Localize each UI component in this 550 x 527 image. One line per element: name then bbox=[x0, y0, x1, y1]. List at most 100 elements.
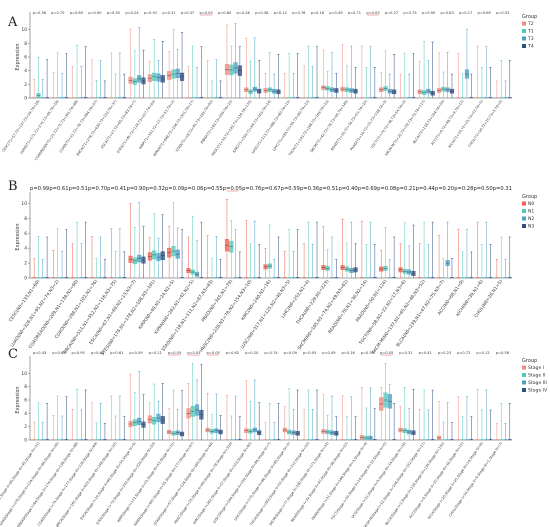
p-value-label: p=0.51 bbox=[162, 11, 175, 15]
p-value-label: p=0.69 bbox=[358, 186, 377, 192]
p-value-label: p=0.55 bbox=[204, 186, 223, 192]
p-value-label: p=0.75 bbox=[403, 11, 416, 15]
panel-a: A 0 2 4 6 8 10 Expression p=0.36 p=0.70 p=0.60 p=0.… bbox=[1, 11, 537, 161]
p-value-label: p=0.60 bbox=[91, 351, 105, 355]
legend-swatch bbox=[522, 36, 526, 41]
p-value-label: p=0.05 bbox=[187, 351, 200, 355]
p-value-label: p=0.28 bbox=[237, 11, 251, 15]
y-tick-label: 2 bbox=[24, 82, 27, 88]
p-value-label: p=0.09 bbox=[165, 186, 184, 192]
legend-title: Group bbox=[522, 358, 537, 364]
p-value-label: p=0.08 bbox=[377, 186, 396, 192]
x-tick-label: CHOL(T1=16,T2=15,T3=5,T4=0) bbox=[467, 99, 503, 148]
p-value-label: p=0.23 bbox=[438, 351, 451, 355]
legend-swatch bbox=[522, 388, 526, 392]
y-axis-label: Expression bbox=[15, 43, 21, 70]
p-value-label: p=0.12 bbox=[476, 351, 489, 355]
x-tick-label: PRAD(T2=183,T3=299,T4=10) bbox=[200, 99, 234, 145]
p-value-label: p=0.05 bbox=[366, 11, 379, 15]
p-value-label: p=0.53 bbox=[496, 11, 509, 15]
p-value-label: p=0.17 bbox=[459, 11, 472, 15]
panel-letter: B bbox=[8, 179, 18, 194]
y-tick-label: 0 bbox=[24, 276, 27, 282]
p-value-label: p=0.09 bbox=[284, 351, 298, 355]
p-value-label: p=0.49 bbox=[329, 11, 343, 15]
x-tick-label: BRCA(T1=278,T2=630,T3=133,T4=37) bbox=[76, 99, 118, 157]
legend-item: T1 bbox=[527, 29, 534, 35]
p-value-label: p=0.65 bbox=[478, 11, 491, 15]
legend-swatch bbox=[522, 209, 526, 213]
x-tick-label: KIPAN(N0=262,N1=42,N2=5) bbox=[153, 278, 195, 335]
p-value-label: p=0.05 bbox=[168, 351, 181, 355]
p-value-label: p=0.55 bbox=[107, 11, 120, 15]
x-tick-label: BLCA(T2=118,T3=194,T4=59) bbox=[412, 99, 446, 145]
p-value-label: p=0.99 bbox=[30, 186, 49, 192]
x-tick-label: KIPAN(T1=448,T2=106,T3=301,T4=17) bbox=[153, 99, 196, 157]
p-value-label: p=0.36 bbox=[33, 11, 47, 15]
legend-item: T4 bbox=[527, 44, 534, 50]
y-tick-label: 8 bbox=[24, 216, 27, 222]
p-value-label: p=0.70 bbox=[88, 186, 107, 192]
p-value-label: p=0.51 bbox=[319, 186, 338, 192]
p-value-label: p=0.90 bbox=[88, 11, 102, 15]
p-value-label: p=0.40 bbox=[339, 186, 358, 192]
x-tick-label: LUSC(T1=113,T2=286,T3=80,T4=15) bbox=[251, 99, 292, 155]
y-tick-label: 6 bbox=[24, 55, 27, 61]
y-tick-label: 10 bbox=[21, 201, 27, 207]
x-tick-label: TGCT(T1=79,T2=36,T3=14,T4=0) bbox=[369, 99, 407, 151]
x-tick-label: COAD(T1=11,T2=76,T3=284,T4=57) bbox=[59, 99, 99, 154]
p-value-label: p=0.60 bbox=[218, 11, 232, 15]
p-value-label: p=0.32 bbox=[146, 186, 165, 192]
legend-swatch bbox=[522, 21, 526, 26]
p-value-label: p=0.93 bbox=[303, 351, 316, 355]
x-tick-label: CESC(T1=57,T2=137,T3=39,T4=18) bbox=[1, 99, 41, 153]
legend-item: N2 bbox=[528, 216, 534, 222]
p-value-label: p=0.28 bbox=[454, 186, 473, 192]
p-value-label: p=0.61 bbox=[110, 351, 123, 355]
p-value-label: p=0.43 bbox=[33, 351, 46, 355]
x-tick-label: KICH(T1=19,T2=25,T3=22,T4=5) bbox=[448, 99, 485, 149]
p-value-label: p=0.74 bbox=[264, 351, 278, 355]
p-value-label: p=0.06 bbox=[184, 186, 203, 192]
panel-letter: A bbox=[7, 15, 18, 30]
p-value-label: p=0.41 bbox=[107, 186, 126, 192]
y-tick-label: 6 bbox=[24, 398, 27, 404]
legend-swatch bbox=[522, 365, 526, 370]
x-tick-label: READ(T1=10,T2=16,T3=51,T4=10) bbox=[330, 99, 369, 152]
legend-item: N1 bbox=[528, 209, 534, 215]
x-tick-label: ESCA(T1=27,T2=65,T3=83,T4=7) bbox=[100, 99, 137, 150]
p-value-label: p=0.55 bbox=[361, 351, 374, 355]
p-value-label: p=0.67 bbox=[261, 186, 280, 192]
legend-item: Stage II bbox=[528, 373, 545, 379]
p-value-label: p=0.11 bbox=[149, 351, 162, 355]
x-tick-label: KIRP(T1=191,T2=27,T3=51,T4=2) bbox=[138, 99, 176, 150]
p-value-label: p=0.70 bbox=[51, 11, 65, 15]
panel-c: C 0 2 4 6 8 10 Expression p=0.43 p=0.60 p=0.95 p=0.… bbox=[0, 347, 548, 527]
legend-item: Stage III bbox=[528, 380, 547, 386]
p-value-label: p=0.44 bbox=[416, 186, 436, 192]
p-value-label: p=0.05 bbox=[380, 351, 393, 355]
p-value-label: p=0.36 bbox=[300, 186, 319, 192]
p-value-label: p=0.21 bbox=[396, 186, 415, 192]
p-value-label: p=0.24 bbox=[125, 11, 139, 15]
y-tick-label: 4 bbox=[24, 246, 27, 252]
p-value-label: p=0.76 bbox=[242, 186, 261, 192]
y-axis-label: Expression bbox=[15, 223, 21, 250]
y-tick-label: 4 bbox=[24, 68, 27, 74]
p-value-label: p=0.16 bbox=[341, 351, 355, 355]
legend-swatch bbox=[522, 201, 526, 206]
x-tick-label: LIHC(T1=183,T2=95,T3=80,T4=13) bbox=[272, 99, 311, 152]
x-tick-label: PAAD(T1=10,T2=21,T3=138,T4=3) bbox=[349, 99, 387, 151]
p-value-label: p=0.90 bbox=[422, 11, 436, 15]
legend-title: Group bbox=[522, 14, 537, 20]
p-value-label: p=0.91 bbox=[144, 11, 157, 15]
legend-item: N0 bbox=[528, 201, 534, 207]
p-value-label: p=0.38 bbox=[255, 11, 269, 15]
y-tick-label: 6 bbox=[24, 231, 27, 237]
x-tick-label: ACC(T1=9,T2=48,T3=9,T4=11) bbox=[430, 99, 465, 146]
x-tick-label: HNSC(T1=33,T2=142,T3=128,T4=170) bbox=[211, 99, 253, 157]
y-tick-label: 2 bbox=[24, 424, 27, 430]
legend-item: Stage IV bbox=[528, 388, 548, 394]
